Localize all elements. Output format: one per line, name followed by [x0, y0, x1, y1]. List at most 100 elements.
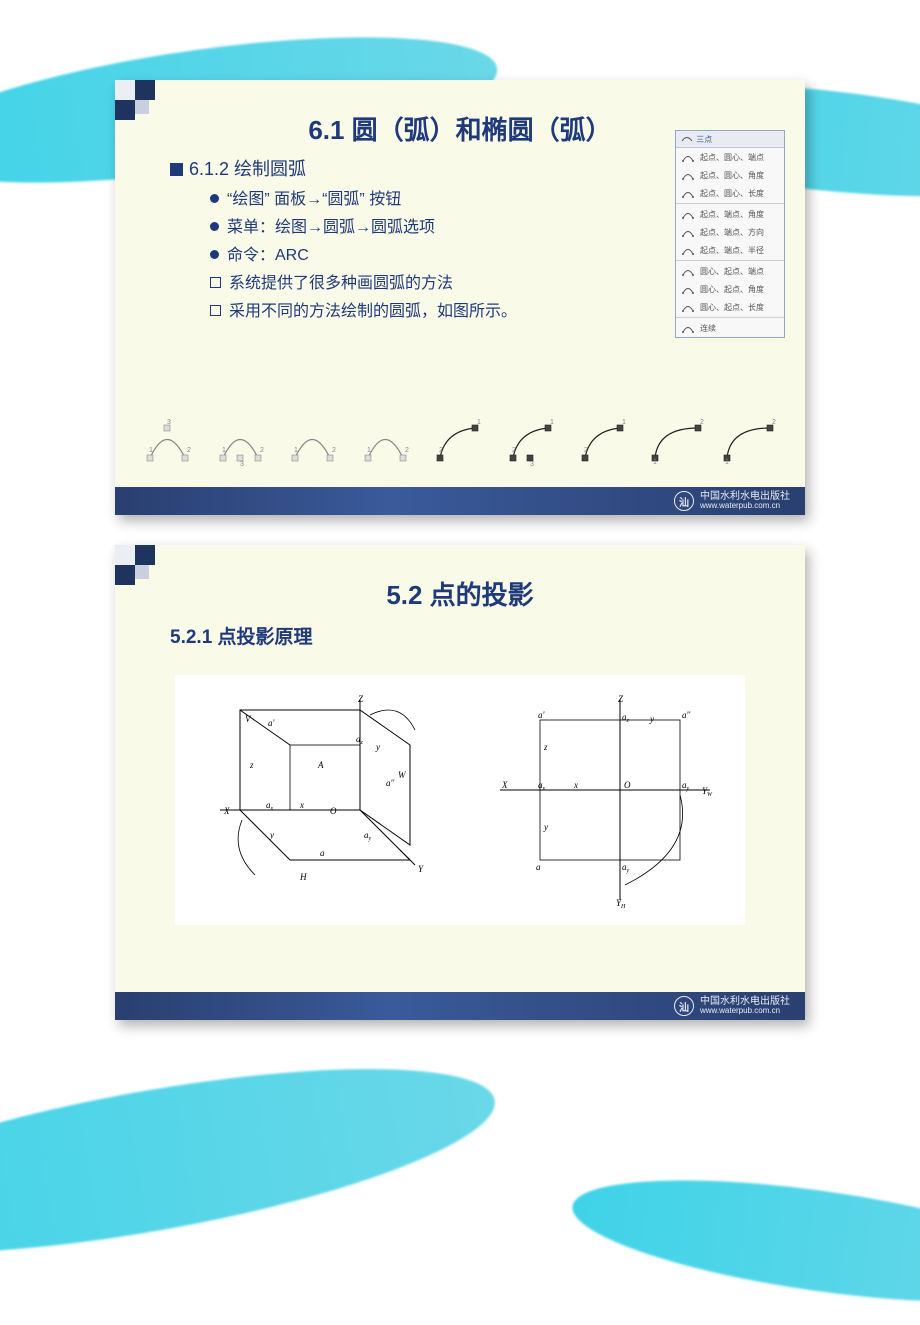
arc-icon — [680, 321, 696, 335]
arc-menu-item[interactable]: 起点、圆心、角度 — [676, 166, 784, 184]
bullet-text: 命令：ARC — [227, 247, 309, 264]
arc-icon — [680, 225, 696, 239]
svg-text:YW: YW — [702, 786, 713, 798]
arc-menu-item-text: 连续 — [700, 323, 716, 334]
svg-text:2: 2 — [584, 447, 588, 454]
svg-text:1: 1 — [725, 459, 729, 466]
svg-text:y: y — [375, 742, 380, 752]
slide-footer: 汕 中国水利水电出版社 www.waterpub.com.cn — [115, 992, 805, 1020]
arc-icon — [680, 168, 696, 182]
svg-text:y: y — [543, 822, 548, 832]
svg-text:a: a — [536, 862, 541, 872]
arc-example: 12 — [715, 416, 785, 471]
arc-menu-item[interactable]: 起点、端点、半径 — [676, 241, 784, 259]
svg-text:ay: ay — [622, 862, 630, 874]
box-bullet-icon — [210, 277, 221, 288]
subtitle-text: 6.1.2 绘制圆弧 — [189, 159, 306, 179]
svg-text:a: a — [320, 848, 325, 858]
arc-example: 2 1 3 — [498, 416, 568, 471]
dot-bullet-icon — [210, 250, 219, 259]
svg-text:ay: ay — [364, 830, 372, 842]
svg-text:Z: Z — [618, 694, 624, 704]
projection-3d-diagram: V W H X Z Y A O a' a'' a ax ay az x y z — [200, 690, 460, 910]
svg-text:az: az — [622, 712, 630, 724]
arc-example: 12 — [643, 416, 713, 471]
arc-example: 21 — [425, 416, 495, 471]
arc-examples-row: 123123121221213211212 — [135, 413, 785, 473]
svg-text:1: 1 — [367, 447, 371, 454]
arc-example: 12 — [280, 416, 350, 471]
arc-menu-item[interactable]: 起点、端点、方向 — [676, 223, 784, 241]
svg-text:2: 2 — [700, 419, 704, 426]
arc-menu-header: 三点 — [676, 131, 784, 148]
svg-text:a'': a'' — [682, 710, 691, 720]
bullet-text: “绘图” 面板→“圆弧” 按钮 — [227, 191, 401, 208]
svg-text:y: y — [269, 830, 274, 840]
dot-bullet-icon — [210, 222, 219, 231]
svg-text:1: 1 — [222, 447, 226, 454]
svg-text:z: z — [249, 760, 254, 770]
svg-text:3: 3 — [530, 461, 534, 468]
svg-text:X: X — [223, 806, 230, 816]
svg-text:3: 3 — [240, 461, 244, 468]
arc-menu-item-text: 起点、圆心、长度 — [700, 188, 764, 199]
arc-menu-item[interactable]: 圆心、起点、长度 — [676, 298, 784, 316]
arc-menu-item[interactable]: 起点、圆心、长度 — [676, 184, 784, 202]
arc-menu-item-text: 起点、圆心、端点 — [700, 152, 764, 163]
footer-line2: www.waterpub.com.cn — [700, 1007, 790, 1016]
svg-text:y: y — [649, 714, 654, 724]
footer-text: 中国水利水电出版社 www.waterpub.com.cn — [700, 491, 790, 511]
svg-text:az: az — [356, 734, 364, 746]
arc-menu-item-text: 起点、圆心、角度 — [700, 170, 764, 181]
arc-menu-item[interactable]: 起点、端点、角度 — [676, 205, 784, 223]
svg-text:1: 1 — [149, 447, 153, 454]
svg-text:a'': a'' — [386, 778, 395, 788]
footer-line2: www.waterpub.com.cn — [700, 502, 790, 511]
arc-icon — [680, 243, 696, 257]
svg-text:1: 1 — [294, 447, 298, 454]
arc-menu-item-text: 起点、端点、方向 — [700, 227, 764, 238]
svg-text:x: x — [573, 780, 578, 790]
svg-text:2: 2 — [187, 447, 191, 454]
arc-menu-item[interactable]: 起点、圆心、端点 — [676, 148, 784, 166]
svg-text:Z: Z — [358, 694, 364, 704]
arc-menu-item[interactable]: 圆心、起点、角度 — [676, 280, 784, 298]
arc-menu-item-text: 圆心、起点、端点 — [700, 266, 764, 277]
svg-text:1: 1 — [477, 419, 481, 426]
arc-menu-item[interactable]: 连续 — [676, 319, 784, 337]
svg-text:Y: Y — [418, 864, 424, 874]
dot-bullet-icon — [210, 194, 219, 203]
arc-menu-item[interactable]: 圆心、起点、端点 — [676, 262, 784, 280]
arc-example: 21 — [570, 416, 640, 471]
svg-text:2: 2 — [260, 447, 264, 454]
arc-menu-item-text: 起点、端点、角度 — [700, 209, 764, 220]
footer-text: 中国水利水电出版社 www.waterpub.com.cn — [700, 996, 790, 1016]
svg-text:2: 2 — [439, 447, 443, 454]
arc-menu-item-text: 圆心、起点、长度 — [700, 302, 764, 313]
square-bullet-icon — [170, 163, 183, 176]
publisher-logo-icon: 汕 — [674, 491, 694, 511]
svg-text:2: 2 — [512, 447, 516, 454]
bg-wave — [0, 1031, 507, 1290]
svg-text:z: z — [543, 742, 548, 752]
arc-menu-item-text: 圆心、起点、角度 — [700, 284, 764, 295]
arc-menu-header-text: 三点 — [696, 135, 712, 144]
bullet-text: 菜单：绘图→圆弧→圆弧选项 — [227, 219, 435, 236]
box-bullet-icon — [210, 305, 221, 316]
arc-options-menu: 三点 起点、圆心、端点起点、圆心、角度起点、圆心、长度起点、端点、角度起点、端点… — [675, 130, 785, 338]
svg-text:H: H — [299, 872, 307, 882]
slide2-subtitle: 5.2.1 点投影原理 — [115, 612, 805, 649]
svg-text:1: 1 — [550, 419, 554, 426]
arc-menu-item-text: 起点、端点、半径 — [700, 245, 764, 256]
slide-1: 6.1 圆（弧）和椭圆（弧） 6.1.2 绘制圆弧 “绘图” 面板→“圆弧” 按… — [115, 80, 805, 515]
arc-icon — [680, 264, 696, 278]
svg-text:YH: YH — [616, 898, 626, 910]
slide-footer: 汕 中国水利水电出版社 www.waterpub.com.cn — [115, 487, 805, 515]
projection-diagrams: V W H X Z Y A O a' a'' a ax ay az x y z — [175, 675, 745, 925]
arc-icon — [680, 300, 696, 314]
svg-text:V: V — [245, 714, 252, 724]
corner-decoration — [115, 545, 175, 585]
bullet-text: 系统提供了很多种画圆弧的方法 — [229, 275, 453, 292]
projection-2d-diagram: Z X YW YH O a' a'' a ax ay ay az x y z y — [490, 690, 720, 910]
bullet-text: 采用不同的方法绘制的圆弧，如图所示。 — [229, 303, 517, 320]
